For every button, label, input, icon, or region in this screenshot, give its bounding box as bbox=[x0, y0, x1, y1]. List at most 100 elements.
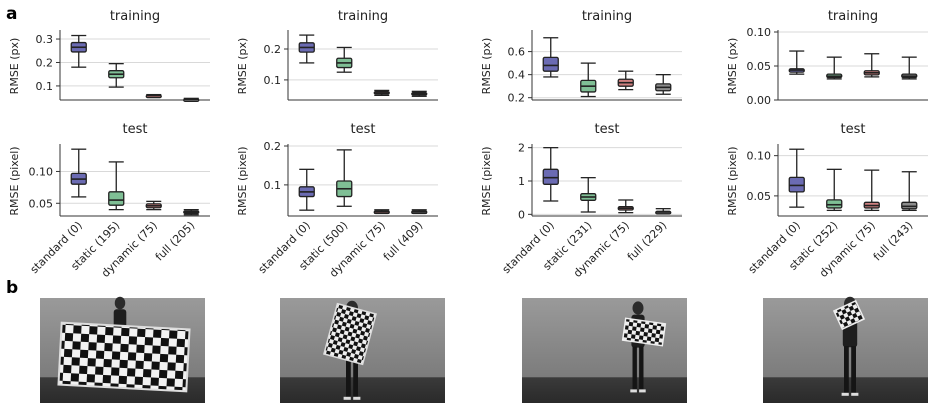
y-tick-label: 0.10 bbox=[747, 26, 772, 39]
box-standard bbox=[788, 148, 805, 208]
box-standard bbox=[542, 37, 559, 78]
y-axis-label: RMSE (px) bbox=[480, 38, 493, 95]
y-axis-label: RMSE (px) bbox=[8, 38, 21, 95]
chart-panel-2: training RMSE (px) 0.1 0.2 bbox=[236, 9, 438, 101]
box-full bbox=[411, 90, 428, 97]
y-tick-label: 0.10 bbox=[747, 150, 772, 163]
person-shoe bbox=[639, 389, 646, 393]
person-shoe bbox=[630, 389, 637, 393]
chart-title: test bbox=[595, 122, 620, 137]
x-tick-label: full (243) bbox=[871, 219, 916, 264]
y-tick-label: 0.00 bbox=[747, 94, 772, 107]
person-head bbox=[114, 296, 126, 310]
box-static bbox=[580, 177, 597, 213]
box-dynamic bbox=[145, 200, 162, 211]
box-plot-grid: training RMSE (px) 0.1 0.2 0.3 training RMSE (… bbox=[8, 9, 928, 280]
photo-background bbox=[522, 298, 687, 403]
iqr-box bbox=[542, 168, 559, 185]
y-axis-label: RMSE (px) bbox=[726, 38, 739, 95]
person-leg bbox=[632, 346, 637, 391]
photo-row bbox=[40, 296, 928, 403]
person-leg bbox=[844, 346, 849, 394]
panel-a-letter: a bbox=[6, 4, 17, 24]
box-standard bbox=[70, 148, 87, 198]
y-tick-label: 0.2 bbox=[264, 43, 282, 56]
chart-panel-3: training RMSE (px) 0.2 0.4 0.6 bbox=[480, 9, 682, 105]
chart-panel-1: training RMSE (px) 0.1 0.2 0.3 bbox=[8, 9, 210, 102]
box-full bbox=[655, 208, 672, 215]
y-tick-label: 0.05 bbox=[29, 197, 54, 210]
box-full bbox=[183, 208, 200, 216]
box-dynamic bbox=[863, 53, 880, 78]
x-tick-label: full (409) bbox=[381, 219, 426, 264]
box-standard bbox=[542, 147, 559, 202]
y-axis-label: RMSE (pixel) bbox=[480, 146, 493, 215]
y-tick-label: 0.1 bbox=[264, 179, 282, 192]
box-dynamic bbox=[145, 93, 162, 99]
person-leg bbox=[353, 350, 358, 398]
box-static bbox=[108, 161, 125, 211]
checkerboard bbox=[57, 321, 191, 393]
person-head bbox=[632, 301, 644, 315]
iqr-box bbox=[108, 191, 125, 206]
photo-3 bbox=[522, 298, 687, 403]
y-tick-label: 0.05 bbox=[747, 60, 772, 73]
y-tick-label: 0.4 bbox=[508, 69, 526, 82]
person-leg bbox=[639, 346, 644, 391]
box-static bbox=[336, 46, 353, 73]
panel-b-letter: b bbox=[6, 278, 18, 298]
chart-title: test bbox=[841, 122, 866, 137]
y-axis-label: RMSE (pixel) bbox=[726, 146, 739, 215]
y-tick-label: 0.2 bbox=[264, 140, 282, 153]
iqr-box bbox=[542, 56, 559, 72]
box-dynamic bbox=[373, 209, 390, 215]
checkerboard bbox=[832, 299, 866, 331]
box-full bbox=[901, 171, 918, 212]
box-full bbox=[901, 56, 918, 80]
box-standard bbox=[788, 50, 805, 75]
box-full bbox=[655, 73, 672, 95]
chart-title: test bbox=[123, 122, 148, 137]
photo-1 bbox=[40, 296, 205, 403]
person-shoe bbox=[353, 396, 361, 400]
chart-title: training bbox=[338, 9, 388, 24]
box-dynamic bbox=[617, 70, 634, 91]
person-leg bbox=[346, 350, 351, 398]
person-shoe bbox=[841, 392, 849, 396]
chart-title: training bbox=[582, 9, 632, 24]
box-standard bbox=[298, 168, 315, 211]
person-shoe bbox=[343, 396, 351, 400]
box-standard bbox=[298, 34, 315, 64]
y-tick-label: 1 bbox=[518, 175, 525, 188]
y-tick-label: 2 bbox=[518, 142, 525, 155]
y-tick-label: 0.10 bbox=[29, 165, 54, 178]
checkerboard bbox=[323, 302, 377, 366]
chart-title: training bbox=[110, 9, 160, 24]
box-full bbox=[411, 209, 428, 215]
chart-title: test bbox=[351, 122, 376, 137]
box-static bbox=[580, 62, 597, 98]
person-shoe bbox=[851, 392, 859, 396]
y-tick-label: 0.2 bbox=[508, 92, 526, 105]
iqr-box bbox=[826, 199, 843, 209]
chart-panel-4: training RMSE (px) 0.00 0.05 0.10 bbox=[726, 9, 928, 107]
y-tick-label: 0.05 bbox=[747, 190, 772, 203]
box-full bbox=[183, 97, 200, 102]
y-axis-label: RMSE (pixel) bbox=[236, 146, 249, 215]
y-tick-label: 0 bbox=[518, 208, 525, 221]
x-tick-label: full (205) bbox=[153, 219, 198, 264]
box-static bbox=[336, 149, 353, 207]
y-axis-label: RMSE (px) bbox=[236, 38, 249, 95]
y-tick-label: 0.1 bbox=[264, 74, 282, 87]
box-static bbox=[108, 63, 125, 88]
box-standard bbox=[70, 34, 87, 68]
x-tick-label: full (229) bbox=[625, 219, 670, 264]
box-static bbox=[826, 56, 843, 80]
iqr-box bbox=[901, 201, 918, 210]
person-leg bbox=[851, 346, 856, 394]
y-axis-label: RMSE (pixel) bbox=[8, 146, 21, 215]
photo-2 bbox=[280, 298, 445, 403]
